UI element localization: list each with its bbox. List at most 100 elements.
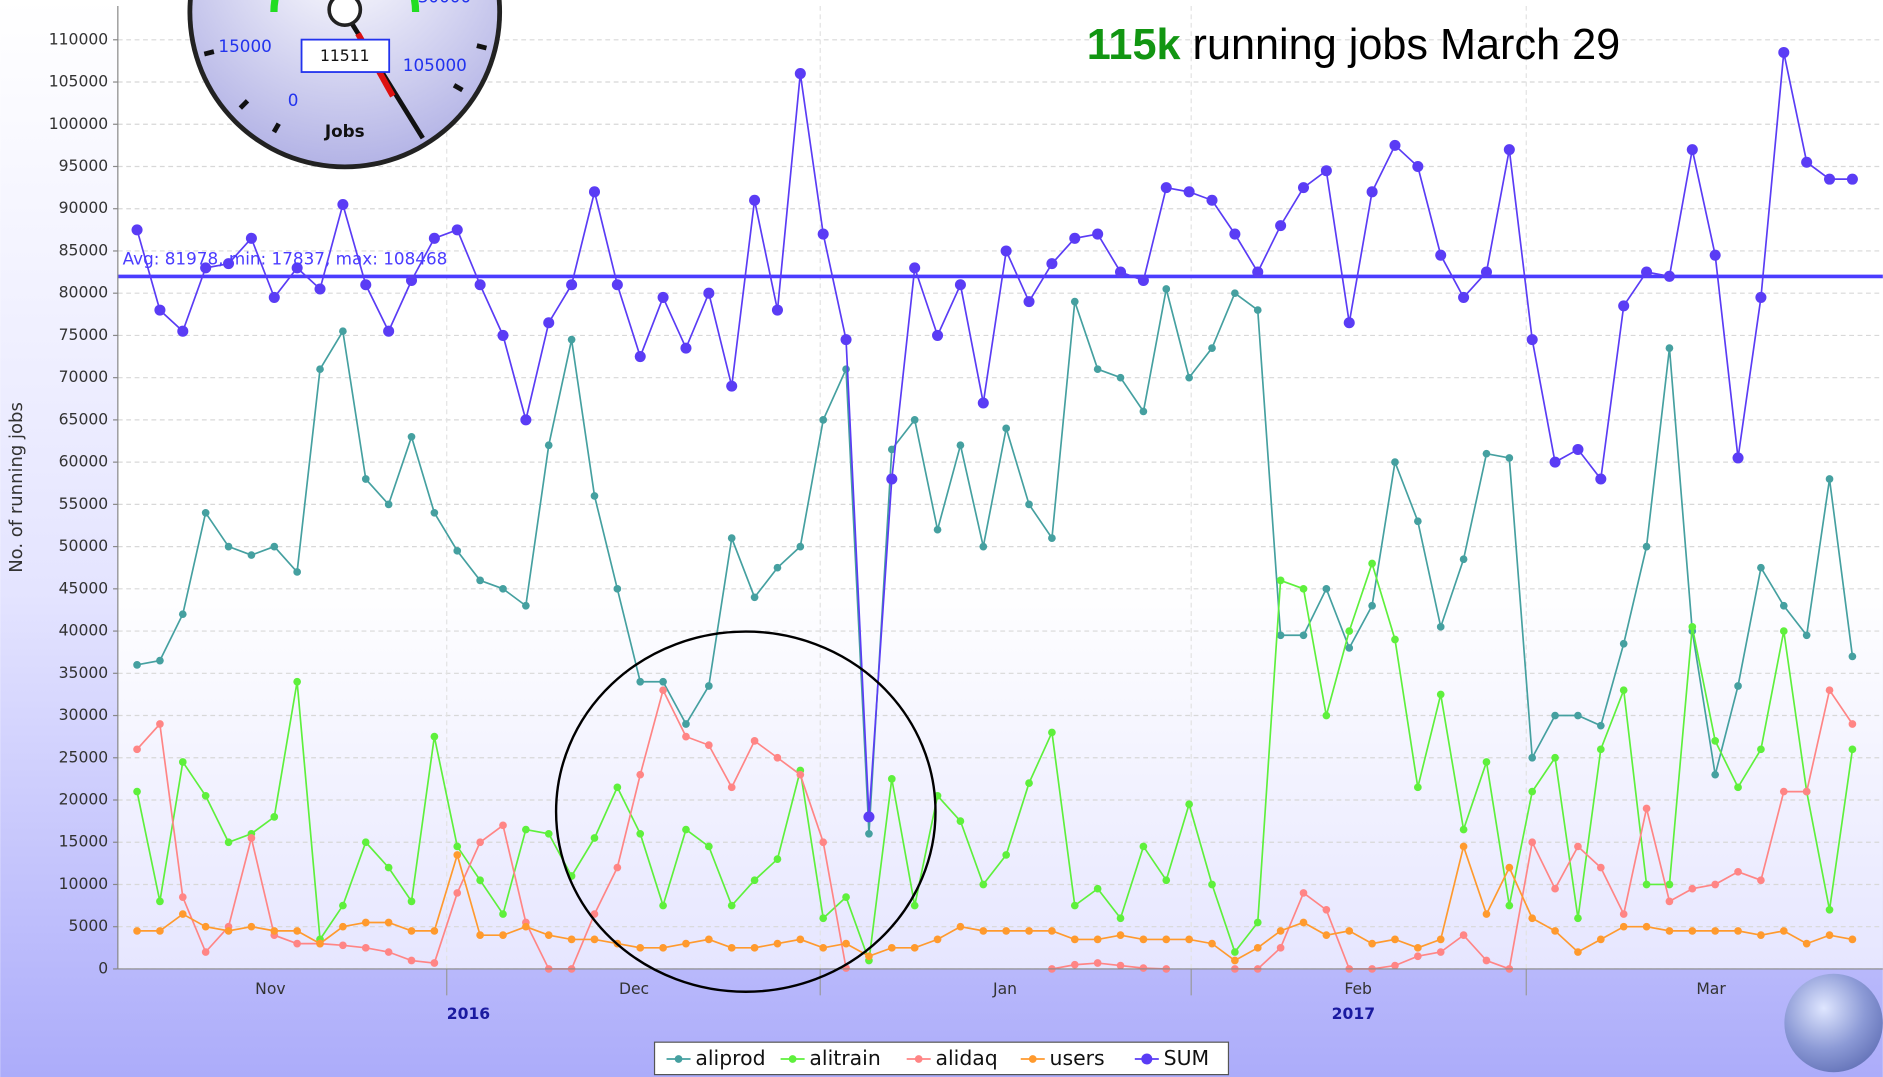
data-point [1528,753,1537,762]
data-point [1436,935,1445,944]
data-point [1185,800,1193,809]
data-point [1206,194,1218,206]
data-point [611,279,623,291]
data-point [1162,876,1171,885]
data-point [819,943,828,952]
y-tick-label: 90000 [59,199,109,217]
data-point [749,194,761,206]
data-point [270,542,279,551]
data-point [682,732,690,741]
data-point [910,416,919,424]
data-point [1366,186,1378,198]
data-point [1619,639,1628,648]
data-point [636,677,645,686]
data-point [682,939,690,948]
data-point [522,922,530,931]
data-point [245,232,257,244]
data-point [407,432,416,441]
data-point [750,943,759,952]
data-point [1276,576,1285,585]
data-point [1734,867,1742,876]
data-point [316,365,324,374]
data-point [726,380,738,392]
data-point [865,952,873,961]
data-point [1276,631,1285,640]
data-point [1619,922,1628,931]
data-point [636,829,645,838]
legend-swatch-dot [914,1055,923,1063]
data-point [543,317,555,329]
data-point [1480,266,1492,278]
data-point [1551,753,1559,762]
gauge-label: 15000 [218,36,271,56]
data-point [430,927,439,935]
data-point [613,584,622,593]
data-point [1231,948,1239,956]
data-point [682,825,690,834]
data-point [428,232,440,244]
data-point [1092,228,1104,240]
data-point [383,325,395,337]
data-point [979,880,988,889]
data-point [1436,623,1445,631]
data-point [1002,851,1011,859]
data-point [1665,897,1674,906]
data-point [1299,918,1308,927]
data-point [956,922,965,931]
data-point [270,813,279,821]
data-point [337,198,349,211]
data-point [1208,939,1216,948]
data-point [291,262,303,274]
y-tick-label: 10000 [59,875,109,893]
data-point [1459,842,1468,851]
data-point [453,851,462,859]
legend-label: aliprod [695,1046,765,1070]
data-point [133,661,141,669]
data-point [384,863,393,872]
data-point [1252,266,1264,278]
data-point [451,224,463,236]
data-point [1779,601,1788,610]
data-point [1070,935,1079,944]
y-tick-label: 35000 [59,664,109,682]
data-point [1734,783,1742,792]
y-tick-label: 15000 [59,833,109,851]
data-point [636,770,645,779]
data-point [909,262,921,274]
data-point [1482,449,1491,458]
y-tick-label: 5000 [69,917,109,935]
data-point [1231,289,1239,298]
x-tick-label: Mar [1696,980,1726,998]
y-tick-label: 25000 [59,748,109,766]
data-point [1345,644,1354,652]
data-point [1482,758,1491,766]
data-point [1709,249,1721,261]
gauge-readout: 11511 [320,47,370,65]
data-point [293,927,301,935]
data-point [1734,682,1742,690]
data-point [636,943,645,952]
data-point [1002,927,1011,935]
data-point [932,329,944,341]
data-point [659,686,667,695]
data-point [1185,935,1193,944]
data-point [727,534,736,542]
data-point [476,876,484,885]
data-point [1779,627,1788,635]
data-point [1253,918,1262,927]
data-point [1848,745,1857,754]
data-point [910,901,919,910]
data-point [1025,779,1033,787]
data-point [771,304,783,316]
y-tick-label: 80000 [59,284,109,302]
series-layer [117,46,1883,973]
data-point [704,935,713,944]
data-point [1093,935,1102,944]
data-point [659,677,667,686]
data-point [1160,182,1172,194]
data-point [704,842,713,851]
gauge-label: 0 [288,90,299,110]
data-point [1642,880,1651,889]
data-point [1048,534,1056,542]
data-point [773,753,782,762]
